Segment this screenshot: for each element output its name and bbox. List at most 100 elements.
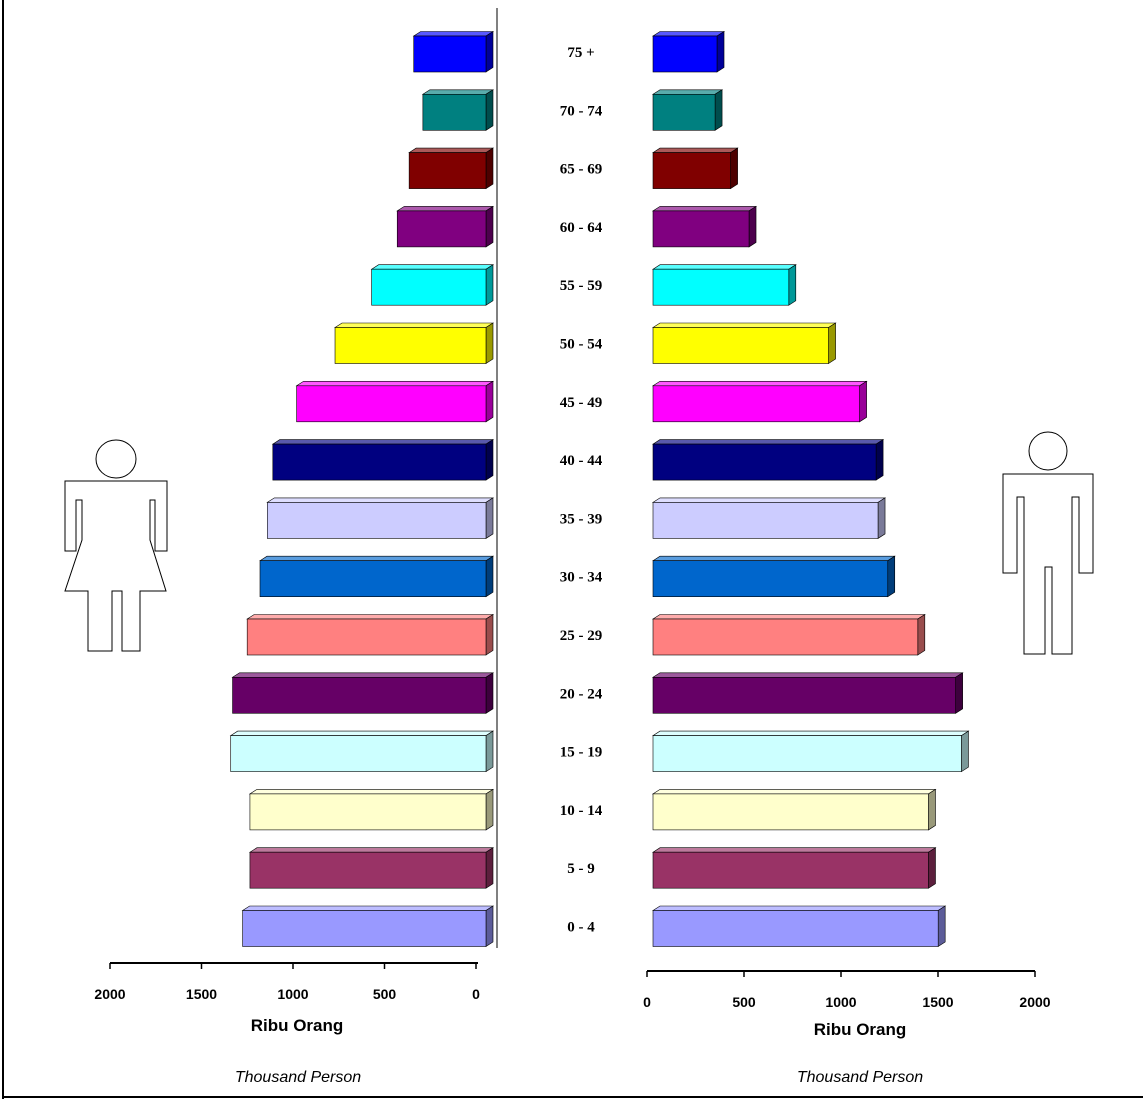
left-bar-side [485,555,494,598]
right-bar-side [859,380,867,423]
left-bar [241,905,495,948]
right-bar-top [651,31,726,37]
left-bar [295,380,495,423]
left-bars-group [229,30,495,948]
right-bar-side [714,89,723,131]
age-group-label: 70 - 74 [560,103,603,119]
right-bar-side [917,613,926,656]
left-bar-front [422,94,487,131]
left-bar-side [485,788,494,831]
right-axis-tick-label: 500 [732,994,756,1010]
left-bar-side [485,322,494,365]
left-bar [258,555,495,598]
age-group-label: 35 - 39 [560,511,603,527]
left-bar-side [485,905,494,948]
right-bar-front [652,910,939,947]
right-axis-subtitle: Thousand Person [797,1069,923,1086]
left-bar-top [396,206,495,212]
age-group-label: 30 - 34 [560,570,603,586]
left-axis-title: Ribu Orang [251,1016,344,1035]
right-bar-front [652,676,956,714]
left-bar-top [258,555,495,562]
left-bar-side [485,497,494,539]
left-bar-front [272,443,487,481]
left-bar-front [249,851,487,889]
right-axis-title: Ribu Orang [814,1020,907,1039]
right-bar-top [651,614,926,620]
age-group-label: 10 - 14 [560,803,603,819]
right-axis-ticks: 0 500 1000 1500 2000 [643,971,1051,1010]
left-bar [248,847,495,889]
right-bar [651,905,947,948]
right-bar-top [651,789,937,795]
left-axis-tick-label: 1000 [277,986,308,1002]
age-group-label: 50 - 54 [560,337,603,353]
right-bar-top [651,905,947,911]
left-bar-front [371,268,487,306]
left-bar [266,497,495,539]
left-bar-top [412,31,495,37]
right-bar-top [651,672,964,678]
age-group-label: 65 - 69 [560,162,603,178]
left-bar-side [485,380,494,423]
right-bar-side [875,439,884,481]
left-bar [246,613,495,656]
right-bar-front [652,94,716,131]
left-bar-front [267,502,487,539]
right-bar-side [937,905,946,948]
left-bar-front [408,152,487,189]
right-bar [651,847,937,889]
left-bar-side [485,264,494,306]
left-bar-side [485,847,494,889]
left-bar [334,322,495,365]
right-bar-top [651,89,724,95]
right-bar-front [652,443,877,481]
left-bar-top [248,847,495,853]
right-bar-side [716,30,725,73]
right-bar-front [652,385,860,423]
right-bar-front [652,793,929,831]
left-bar-top [248,789,495,795]
left-axis-tick-label: 0 [472,986,480,1002]
right-bar-front [652,735,962,772]
right-bar [651,89,724,131]
age-group-label: 45 - 49 [560,395,603,411]
left-bar-front [246,618,487,656]
right-bar-side [887,555,896,598]
left-bar [421,89,495,131]
right-bar [651,205,758,248]
right-bar [651,613,926,656]
right-bar-side [788,264,797,306]
left-axis-ticks: 2000 1500 1000 500 0 [94,963,480,1002]
left-bar [229,730,495,773]
right-bar-front [652,268,790,306]
right-bar-front [652,152,731,189]
right-bar [651,30,726,73]
right-bar [651,147,739,190]
right-bars-group [651,30,970,948]
left-bar [248,788,495,831]
left-bar [231,672,495,714]
right-axis-tick-label: 0 [643,994,651,1010]
right-bar [651,322,837,365]
left-axis-subtitle: Thousand Person [235,1069,361,1086]
left-bar [412,30,495,73]
right-bar-top [651,147,739,153]
right-bar-front [652,210,750,248]
left-bar-side [485,147,494,190]
right-bar-front [652,502,879,539]
right-bar [651,497,887,539]
left-bar-top [334,322,495,328]
left-axis-tick-label: 2000 [94,986,125,1002]
left-bar-front [249,793,487,831]
age-group-label: 15 - 19 [560,745,603,761]
right-bar-side [877,497,886,539]
right-bar-top [651,497,887,503]
left-bar-front [413,35,487,73]
left-bar-side [485,730,494,773]
right-axis-tick-label: 1500 [922,994,953,1010]
right-axis-tick-label: 1000 [825,994,856,1010]
right-bar [651,380,868,423]
left-bar-front [296,385,487,423]
right-bar-side [730,147,738,190]
